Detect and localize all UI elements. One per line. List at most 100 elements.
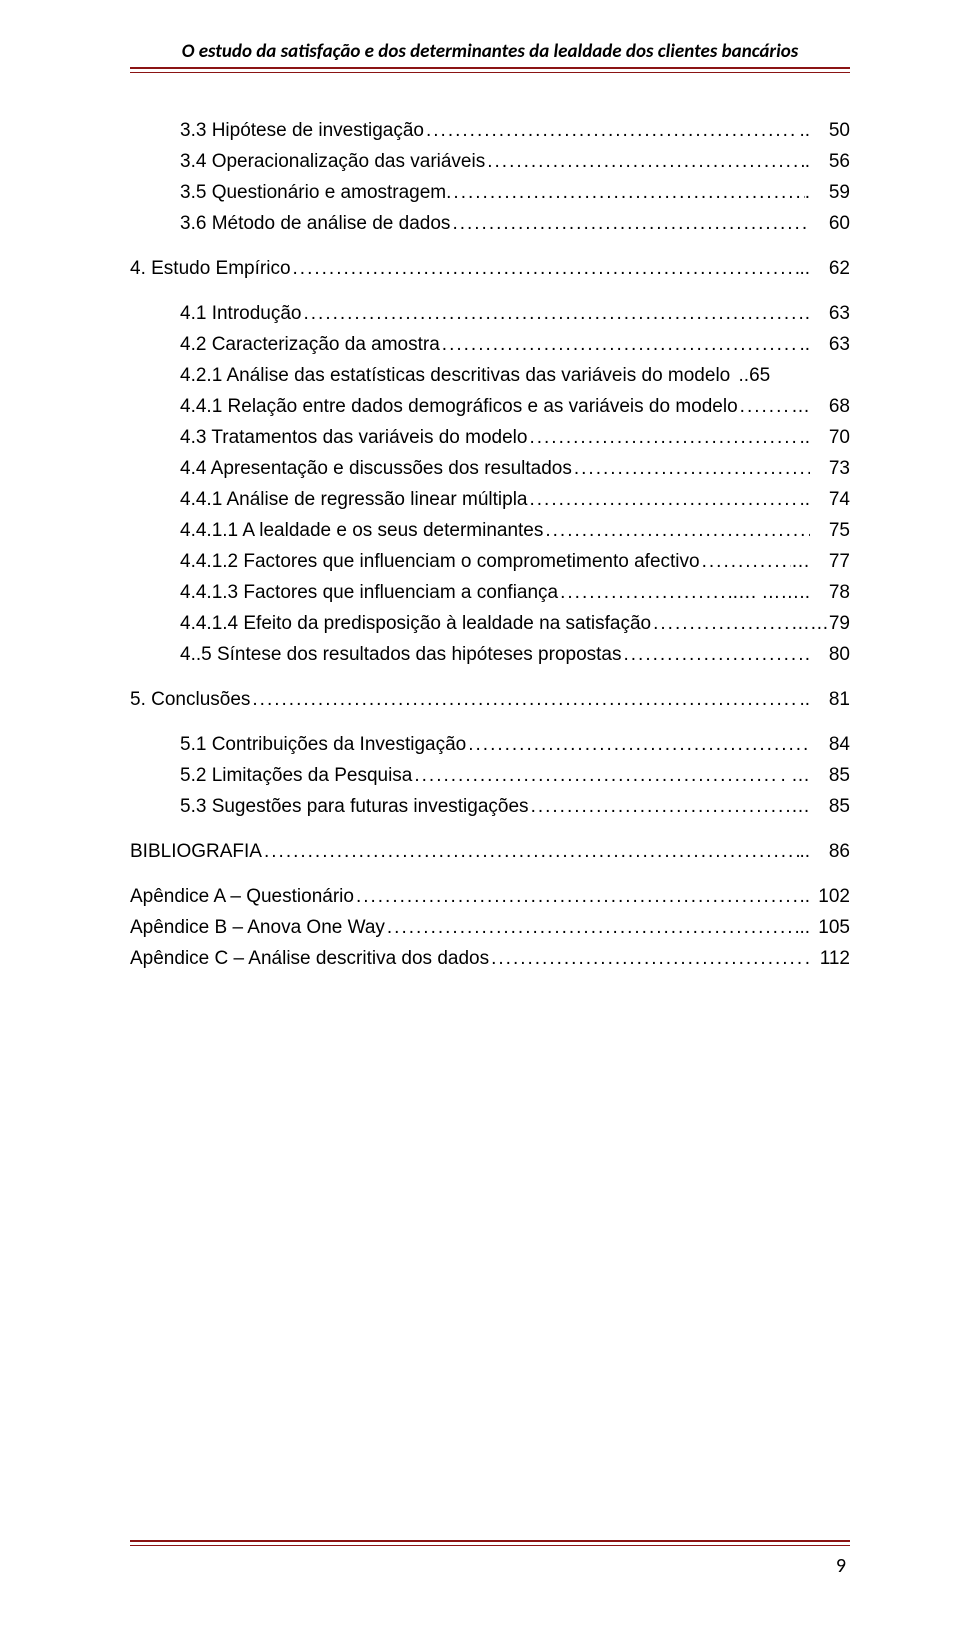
toc-label: 3.3 Hipótese de investigação — [180, 121, 424, 140]
toc-label: 4.4.1.1 A lealdade e os seus determinant… — [180, 521, 543, 540]
toc-trailing: . … — [780, 766, 810, 785]
toc-leader — [651, 614, 791, 633]
toc-trailing: … — [791, 797, 810, 816]
toc-label: 4.2.1 Análise das estatísticas descritiv… — [180, 366, 730, 385]
header-rule — [130, 67, 850, 73]
toc-page: 63 — [810, 335, 850, 354]
toc-label: 5. Conclusões — [130, 690, 250, 709]
toc-row: 4.4.1.1 A lealdade e os seus determinant… — [130, 521, 850, 540]
toc-leader — [738, 397, 791, 416]
toc-gap — [130, 873, 850, 887]
toc-page: 105 — [810, 918, 850, 937]
page-container: O estudo da satisfação e dos determinant… — [0, 0, 960, 968]
toc-leader — [700, 552, 791, 571]
toc-row: 5.3 Sugestões para futuras investigações… — [130, 797, 850, 816]
toc-page: 78 — [810, 583, 850, 602]
toc-label: 4. Estudo Empírico — [130, 259, 291, 278]
toc-gap — [130, 721, 850, 735]
toc-leader — [440, 335, 800, 354]
toc-label: BIBLIOGRAFIA — [130, 842, 262, 861]
toc-label: 3.5 Questionário e amostragem. — [180, 183, 451, 202]
toc-page: 85 — [810, 766, 850, 785]
toc-label: 4.2 Caracterização da amostra — [180, 335, 440, 354]
toc-leader — [385, 918, 800, 937]
toc-label: Apêndice A – Questionário — [130, 887, 354, 906]
toc-page: 84 — [810, 735, 850, 754]
toc-row: 4.1 Introdução. 63 — [130, 304, 850, 323]
toc-leader — [527, 428, 799, 447]
toc-page: 77 — [810, 552, 850, 571]
toc-leader — [543, 521, 810, 540]
toc-row: 5. Conclusões.. 81 — [130, 690, 850, 709]
toc-trailing: .. — [799, 490, 810, 509]
toc-trailing: .. — [799, 259, 810, 278]
toc-leader — [622, 645, 805, 664]
toc-page: 50 — [810, 121, 850, 140]
toc-gap — [130, 828, 850, 842]
toc-page: 63 — [810, 304, 850, 323]
toc-label: Apêndice B – Anova One Way — [130, 918, 385, 937]
toc-row: 4.4 Apresentação e discussões dos result… — [130, 459, 850, 478]
table-of-contents: 3.3 Hipótese de investigação.. 50 3.4 Ope… — [130, 121, 850, 968]
toc-gap — [130, 676, 850, 690]
toc-leader — [466, 735, 810, 754]
toc-trailing: …. …….. — [732, 583, 810, 602]
toc-leader — [572, 459, 810, 478]
page-number: 9 — [836, 1554, 846, 1578]
toc-row: 4..5 Síntese dos resultados das hipótese… — [130, 645, 850, 664]
toc-label: 4.4.1.4 Efeito da predisposição à lealda… — [180, 614, 651, 633]
toc-row: 5.1 Contribuições da Investigação84 — [130, 735, 850, 754]
toc-row: 4.2 Caracterização da amostra.. 63 — [130, 335, 850, 354]
toc-row: 4.4.1 Relação entre dados demográficos e… — [130, 397, 850, 416]
toc-leader — [291, 259, 800, 278]
toc-trailing: … — [791, 552, 810, 571]
toc-label: 3.4 Operacionalização das variáveis — [180, 152, 485, 171]
toc-page: 70 — [810, 428, 850, 447]
toc-row: 4.4.1.4 Efeito da predisposição à lealda… — [130, 614, 850, 633]
toc-leader — [451, 183, 804, 202]
toc-trailing: .. — [799, 887, 810, 906]
toc-page: …79 — [810, 614, 850, 633]
toc-leader — [250, 690, 799, 709]
toc-row: Apêndice A – Questionário.. 102 — [130, 887, 850, 906]
toc-trailing: … — [791, 397, 810, 416]
toc-page: 73 — [810, 459, 850, 478]
toc-label: 4.3 Tratamentos das variáveis do modelo — [180, 428, 527, 447]
toc-row: 4.4.1.3 Factores que influenciam a confi… — [130, 583, 850, 602]
toc-page: 68 — [810, 397, 850, 416]
toc-page: 85 — [810, 797, 850, 816]
toc-leader — [412, 766, 780, 785]
toc-gap — [130, 245, 850, 259]
toc-leader — [558, 583, 732, 602]
toc-row: 3.6 Método de análise de dados60 — [130, 214, 850, 233]
toc-page: 62 — [810, 259, 850, 278]
toc-row: 4.3 Tratamentos das variáveis do modelo.… — [130, 428, 850, 447]
toc-trailing: .. — [799, 428, 810, 447]
toc-leader — [489, 949, 805, 968]
toc-label: 4.4.1 Relação entre dados demográficos e… — [180, 397, 738, 416]
toc-row: Apêndice C – Análise descritiva dos dado… — [130, 949, 850, 968]
toc-page: 102 — [810, 887, 850, 906]
toc-page: 75 — [810, 521, 850, 540]
toc-trailing: .. — [799, 335, 810, 354]
toc-row: 3.5 Questionário e amostragem.. 59 — [130, 183, 850, 202]
toc-page: 74 — [810, 490, 850, 509]
toc-row: 4.2.1 Análise das estatísticas descritiv… — [130, 366, 850, 385]
toc-row: BIBLIOGRAFIA.. 86 — [130, 842, 850, 861]
toc-leader — [424, 121, 799, 140]
toc-label: Apêndice C – Análise descritiva dos dado… — [130, 949, 489, 968]
toc-page: 86 — [810, 842, 850, 861]
toc-page: 80 — [810, 645, 850, 664]
toc-page: 60 — [810, 214, 850, 233]
toc-label: 4..5 Síntese dos resultados das hipótese… — [180, 645, 622, 664]
toc-row: Apêndice B – Anova One Way.. 105 — [130, 918, 850, 937]
toc-row: 3.4 Operacionalização das variáveis. 56 — [130, 152, 850, 171]
toc-page: 81 — [810, 690, 850, 709]
toc-trailing: .. — [799, 121, 810, 140]
toc-label: 4.4.1.3 Factores que influenciam a confi… — [180, 583, 558, 602]
toc-trailing: … — [791, 614, 810, 633]
toc-row: 4.4.1.2 Factores que influenciam o compr… — [130, 552, 850, 571]
toc-gap — [130, 290, 850, 304]
toc-leader — [301, 304, 804, 323]
toc-row: 4.4.1 Análise de regressão linear múltip… — [130, 490, 850, 509]
